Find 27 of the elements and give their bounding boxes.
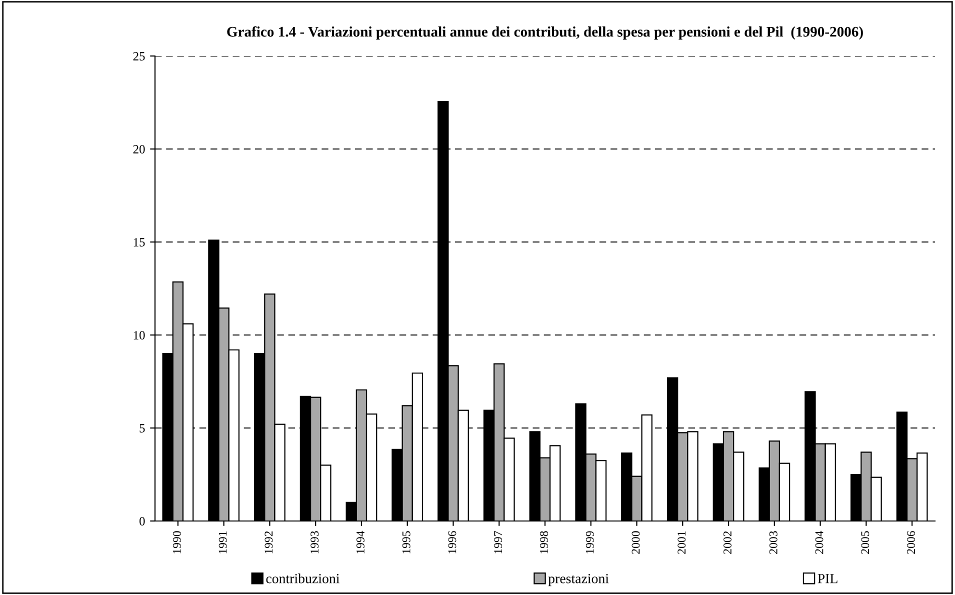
chart-title: Grafico 1.4 - Variazioni percentuali annue dei contributi, della spesa per pensioni e del Pil (1990-2006)	[227, 26, 863, 40]
x-tick-label: 2003	[769, 531, 778, 554]
y-tick-label: 15	[134, 238, 145, 246]
x-tick-label: 2000	[632, 531, 640, 554]
y-tick-label: 0	[140, 517, 145, 526]
x-tick-label: 2005	[861, 531, 870, 554]
y-tick-label: 10	[134, 331, 145, 340]
y-tick-label: 25	[133, 52, 145, 60]
x-tick-label: 1999	[586, 531, 594, 554]
x-tick-label: 1992	[264, 531, 273, 554]
y-tick-label: 20	[133, 145, 145, 154]
legend-label: prestazioni	[548, 574, 609, 586]
x-tick-label: 1990	[172, 531, 181, 554]
x-tick-label: 1995	[402, 531, 410, 554]
x-tick-label: 1998	[540, 531, 548, 554]
legend-label: contribuzioni	[266, 574, 340, 584]
x-tick-label: 1991	[218, 531, 227, 554]
x-tick-label: 1994	[356, 530, 364, 554]
x-tick-label: 2002	[724, 531, 732, 554]
y-tick-label: 5	[140, 424, 145, 432]
x-tick-label: 1996	[448, 531, 456, 554]
legend-label: PIL	[818, 574, 838, 584]
x-tick-label: 2006	[907, 531, 916, 554]
x-tick-label: 2004	[815, 530, 824, 554]
x-tick-label: 1993	[310, 531, 319, 554]
x-tick-label: 1997	[494, 531, 502, 554]
x-tick-label: 2001	[678, 531, 686, 554]
